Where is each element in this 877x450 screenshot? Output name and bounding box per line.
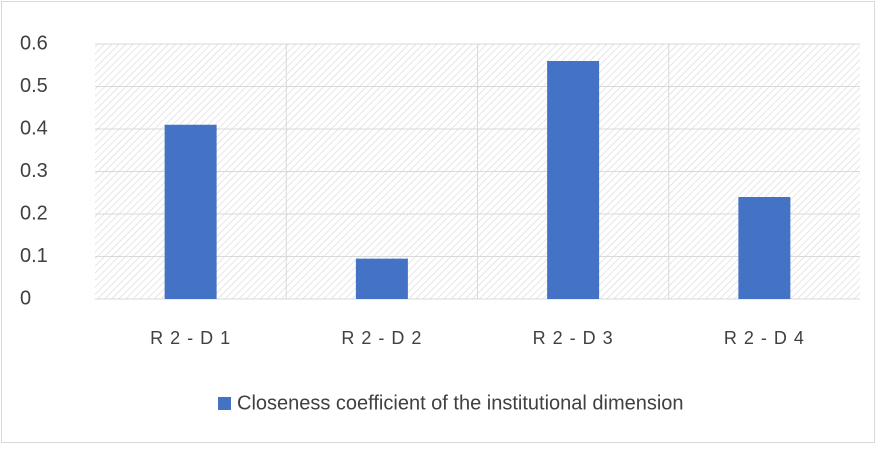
y-tick-label: 0.6 bbox=[20, 32, 48, 54]
bar bbox=[547, 61, 600, 299]
y-tick-label: 0.2 bbox=[20, 202, 48, 224]
y-tick-label: 0.5 bbox=[20, 75, 48, 97]
x-tick-label: R 2 - D 3 bbox=[533, 328, 614, 348]
y-tick-label: 0 bbox=[20, 287, 31, 309]
x-tick-label: R 2 - D 1 bbox=[150, 328, 231, 348]
y-tick-label: 0.3 bbox=[20, 160, 48, 182]
bar bbox=[738, 197, 791, 299]
legend-label: Closeness coefficient of the institution… bbox=[237, 392, 684, 414]
x-tick-label: R 2 - D 4 bbox=[724, 328, 805, 348]
bar bbox=[164, 124, 217, 299]
x-tick-label: R 2 - D 2 bbox=[341, 328, 422, 348]
y-tick-label: 0.4 bbox=[20, 117, 48, 139]
legend-swatch bbox=[218, 397, 231, 410]
bar bbox=[355, 258, 408, 299]
y-tick-label: 0.1 bbox=[20, 245, 48, 267]
